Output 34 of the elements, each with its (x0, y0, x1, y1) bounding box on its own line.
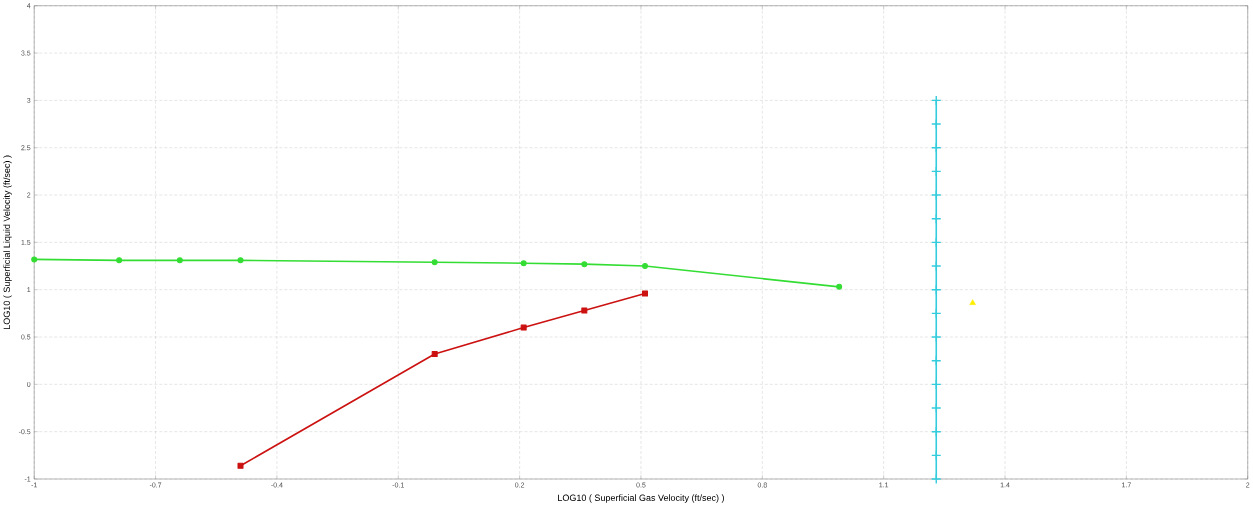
point (931, 426, 942, 437)
point (520, 260, 527, 267)
point (931, 213, 942, 224)
point (969, 299, 976, 305)
point (931, 189, 942, 201)
point (931, 331, 942, 343)
point (237, 257, 244, 264)
point (431, 259, 438, 266)
point (581, 307, 588, 314)
point (431, 351, 438, 358)
point (237, 462, 244, 469)
point (931, 402, 942, 414)
point (836, 283, 843, 290)
point (520, 324, 527, 331)
point (931, 284, 942, 295)
x-axis-title: LOG10 ( Superficial Gas Velocity (ft/sec) ) (558, 494, 724, 503)
point (931, 118, 942, 130)
point (931, 450, 942, 461)
point (931, 142, 942, 153)
point (931, 260, 942, 272)
point (931, 166, 942, 177)
point (642, 290, 649, 297)
point (931, 379, 942, 390)
y-axis-title: LOG10 ( Superficial Liquid Velocity (ft/sec) ) (3, 155, 12, 329)
point (931, 95, 942, 106)
point (116, 257, 123, 264)
point (581, 261, 588, 268)
point (931, 473, 942, 485)
point (931, 308, 942, 319)
point (931, 355, 942, 366)
point (931, 237, 942, 248)
point (176, 257, 183, 264)
point (31, 256, 38, 263)
point (642, 262, 649, 269)
